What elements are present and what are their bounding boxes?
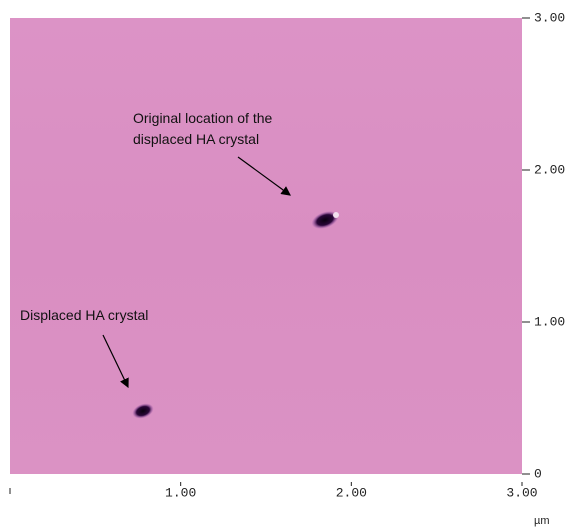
y-tick-label: 2.00 xyxy=(534,162,565,177)
annotation: Original location of the xyxy=(133,110,273,126)
x-tick-label: 2.00 xyxy=(336,485,367,500)
x-tick-label: 3.00 xyxy=(506,485,537,500)
arrow xyxy=(237,156,291,196)
crystal-original xyxy=(311,211,339,229)
arrow xyxy=(102,334,129,389)
crystal-displaced xyxy=(132,403,154,419)
crystal-highlight xyxy=(333,212,339,218)
annotation: Displaced HA crystal xyxy=(20,307,148,323)
afm-image xyxy=(10,18,522,474)
annotation: displaced HA crystal xyxy=(133,131,259,147)
y-tick-label: 3.00 xyxy=(534,10,565,25)
y-tick-label: 0 xyxy=(534,466,542,481)
x-tick-label: 1.00 xyxy=(165,485,196,500)
y-tick-label: 1.00 xyxy=(534,314,565,329)
x-unit: µm xyxy=(534,515,550,527)
